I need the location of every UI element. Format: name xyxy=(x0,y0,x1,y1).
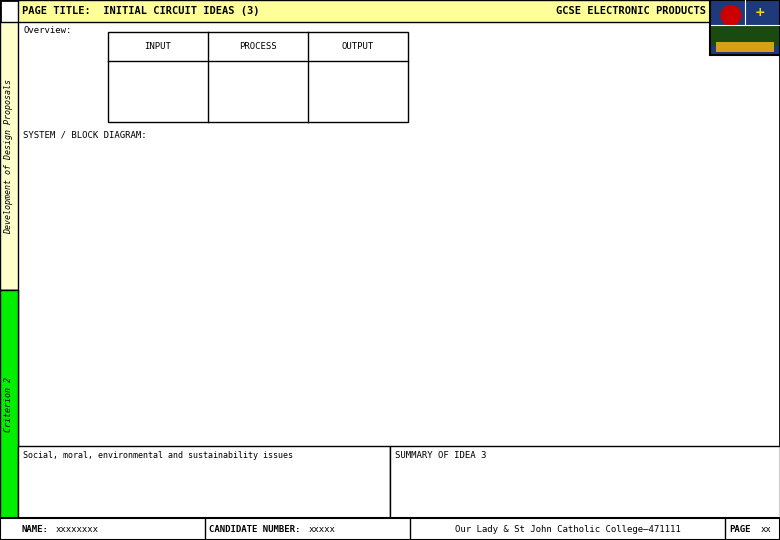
Text: xx: xx xyxy=(761,524,771,534)
Text: Our Lady & St John Catholic College—471111: Our Lady & St John Catholic College—4711… xyxy=(455,524,680,534)
Bar xyxy=(710,0,780,55)
Bar xyxy=(18,446,390,518)
Bar xyxy=(0,290,18,446)
Text: INPUT: INPUT xyxy=(144,42,172,51)
Text: xxxxx: xxxxx xyxy=(309,524,336,534)
Text: NAME:: NAME: xyxy=(21,524,48,534)
Text: Overview:: Overview: xyxy=(23,26,72,35)
Bar xyxy=(0,22,18,290)
Text: PROCESS: PROCESS xyxy=(239,42,277,51)
Text: OUTPUT: OUTPUT xyxy=(342,42,374,51)
Text: PAGE TITLE:  INITIAL CIRCUIT IDEAS (3): PAGE TITLE: INITIAL CIRCUIT IDEAS (3) xyxy=(22,6,260,16)
Text: +: + xyxy=(755,5,766,18)
Bar xyxy=(0,518,780,540)
Bar xyxy=(711,25,779,46)
Text: Social, moral, environmental and sustainability issues: Social, moral, environmental and sustain… xyxy=(23,451,293,460)
Text: Development of Design Proposals: Development of Design Proposals xyxy=(5,78,13,233)
Bar xyxy=(18,0,780,22)
Bar xyxy=(0,290,18,518)
Text: GCSE ELECTRONIC PRODUCTS: GCSE ELECTRONIC PRODUCTS xyxy=(556,6,706,16)
Text: CANDIDATE NUMBER:: CANDIDATE NUMBER: xyxy=(209,524,300,534)
Text: SYSTEM / BLOCK DIAGRAM:: SYSTEM / BLOCK DIAGRAM: xyxy=(23,130,147,139)
Circle shape xyxy=(722,5,741,25)
Bar xyxy=(108,32,408,122)
Bar xyxy=(390,446,780,518)
Bar xyxy=(715,42,775,52)
Text: xxxxxxxx: xxxxxxxx xyxy=(56,524,99,534)
Text: Criterion 2: Criterion 2 xyxy=(5,376,13,431)
Text: SUMMARY OF IDEA 3: SUMMARY OF IDEA 3 xyxy=(395,451,487,460)
Text: PAGE: PAGE xyxy=(729,524,750,534)
